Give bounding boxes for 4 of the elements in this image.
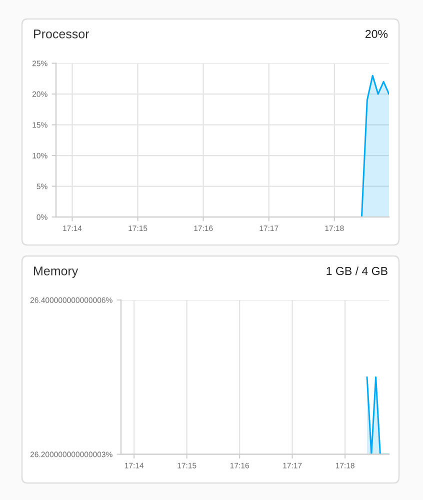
chart-title: Processor (34, 30, 90, 38)
chart-title: Memory (34, 266, 78, 278)
text: 1 GB / 4 GB (326, 266, 388, 276)
text: 20% (366, 30, 388, 38)
